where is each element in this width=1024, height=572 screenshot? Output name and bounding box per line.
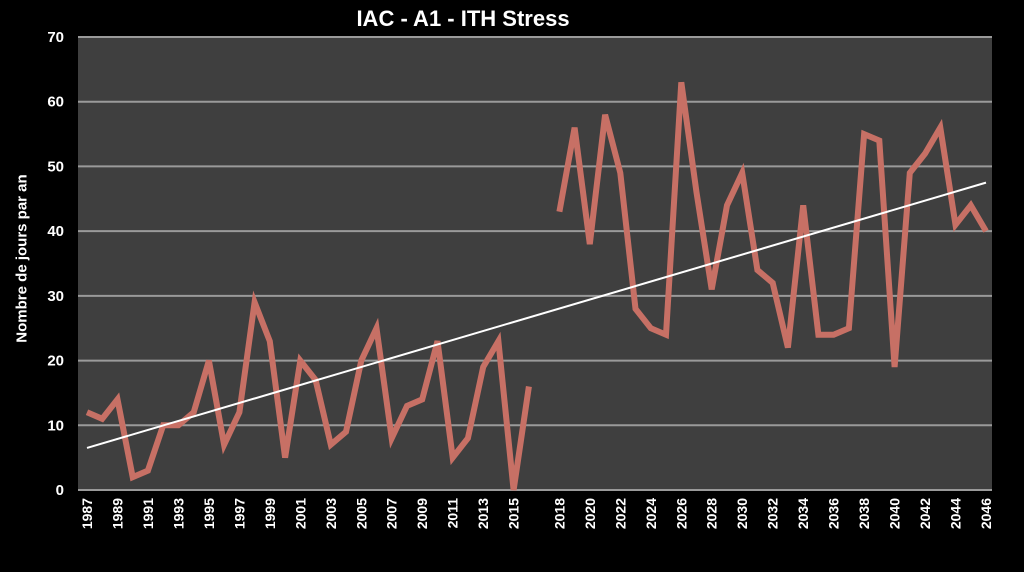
x-tick-label: 2018 [551, 498, 567, 529]
x-axis-ticks: 1987 1989 1991 1993 1995 1997 1999 2001 2003 2005… [79, 498, 994, 529]
x-tick-label: 2036 [826, 498, 842, 529]
y-tick-label: 10 [47, 417, 64, 434]
y-tick-label: 60 [47, 94, 64, 111]
x-tick-label: 1993 [170, 498, 186, 529]
x-tick-label: 2013 [475, 498, 491, 529]
x-tick-label: 2044 [948, 498, 964, 529]
x-tick-label: 2015 [506, 498, 522, 529]
x-tick-label: 1999 [262, 498, 278, 529]
y-tick-label: 0 [56, 482, 64, 499]
x-tick-label: 2001 [292, 498, 308, 529]
x-tick-label: 2030 [734, 498, 750, 529]
data-series [85, 81, 989, 491]
x-tick-label: 2026 [673, 498, 689, 529]
trend-line-path [86, 181, 987, 449]
x-tick-label: 2020 [582, 498, 598, 529]
x-tick-label: 2040 [887, 498, 903, 529]
x-tick-label: 2009 [414, 498, 430, 529]
trend-line [86, 181, 987, 449]
x-tick-label: 1995 [201, 498, 217, 529]
x-tick-label: 2003 [323, 498, 339, 529]
x-tick-label: 2028 [704, 498, 720, 529]
x-tick-label: 2007 [384, 498, 400, 529]
x-tick-label: 2042 [917, 498, 933, 529]
y-tick-label: 70 [47, 29, 64, 46]
x-tick-label: 2011 [445, 498, 461, 529]
plot-area [78, 37, 992, 490]
y-tick-label: 50 [47, 158, 64, 175]
x-tick-label: 2046 [978, 498, 994, 529]
y-tick-label: 30 [47, 288, 64, 305]
x-tick-label: 2034 [795, 498, 811, 529]
x-tick-label: 2038 [856, 498, 872, 529]
y-tick-label: 20 [47, 353, 64, 370]
x-tick-label: 2032 [765, 498, 781, 529]
x-tick-label: 2022 [612, 498, 628, 529]
x-tick-label: 2005 [353, 498, 369, 529]
x-tick-label: 1997 [231, 498, 247, 529]
x-tick-label: 1989 [109, 498, 125, 529]
y-tick-label: 40 [47, 223, 64, 240]
series-line-segment [85, 290, 532, 491]
gridlines [78, 36, 992, 491]
chart-title: IAC - A1 - ITH Stress [356, 6, 570, 31]
series-line-segment [556, 81, 989, 368]
x-tick-label: 1987 [79, 498, 95, 529]
y-axis-ticks: 0 10 20 30 40 50 60 70 [47, 29, 64, 499]
x-tick-label: 2024 [643, 498, 659, 529]
x-tick-label: 1991 [140, 498, 156, 529]
